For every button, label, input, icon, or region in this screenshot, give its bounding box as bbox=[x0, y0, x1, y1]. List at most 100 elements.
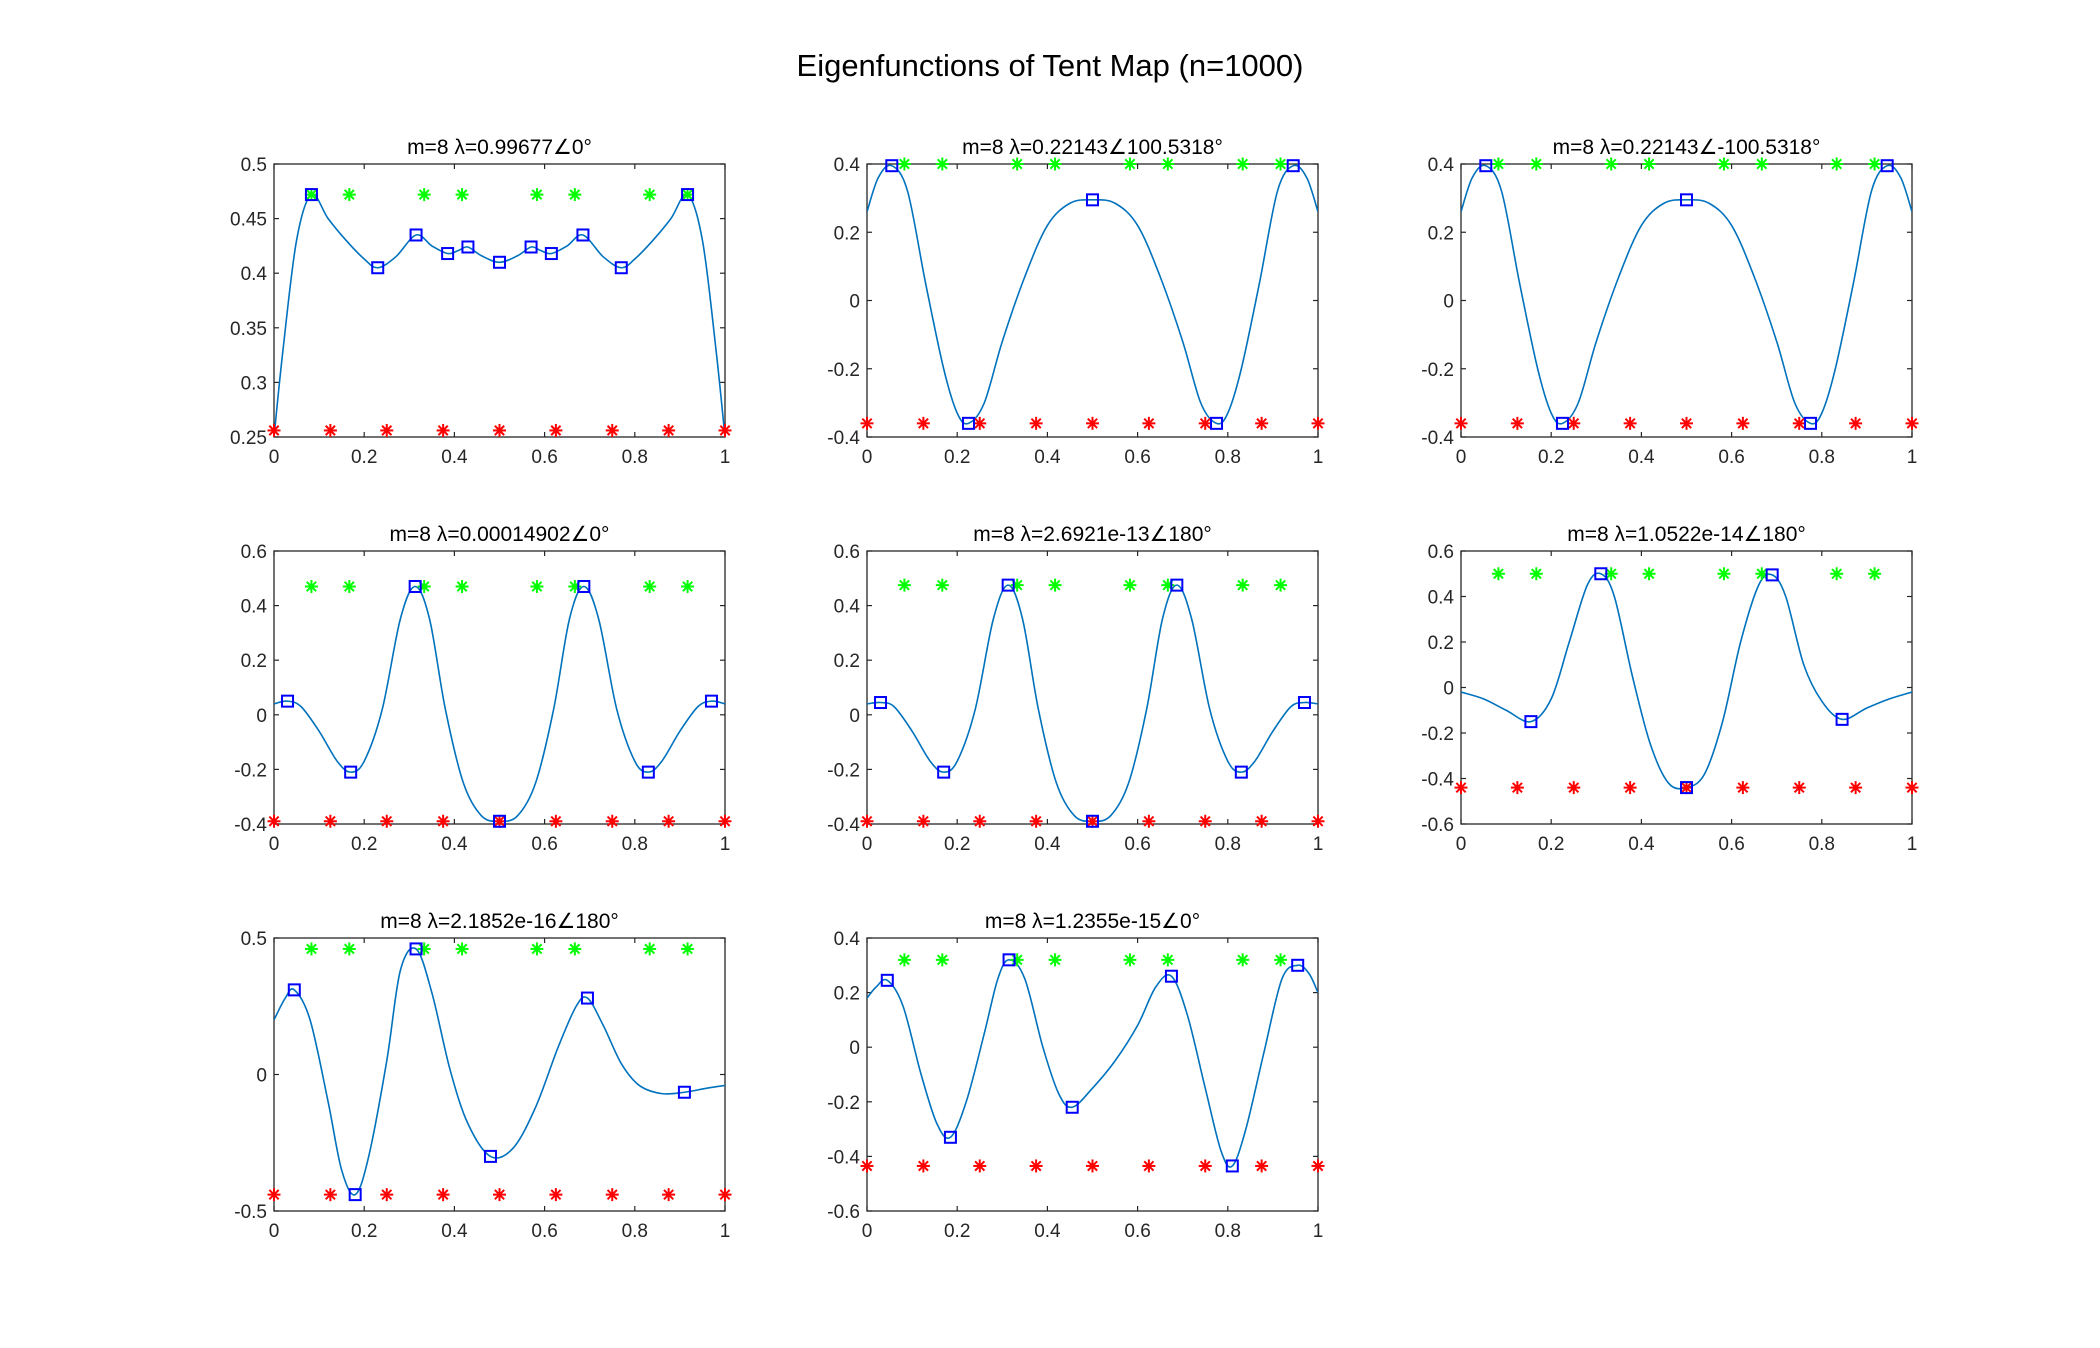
y-tick-label: 0.4 bbox=[834, 929, 861, 950]
x-tick-label: 0.6 bbox=[531, 834, 557, 855]
red-marker bbox=[1311, 814, 1325, 828]
subplot-4: m=8 λ=0.00014902∠0° 0 0.2 0.4 0.6 0.8 1 -0.4 -0.… bbox=[234, 523, 732, 855]
square-marker bbox=[1234, 765, 1248, 779]
red-marker-d2 bbox=[917, 417, 929, 429]
y-tick-label: 0.5 bbox=[241, 155, 267, 176]
red-marker-d2 bbox=[606, 425, 618, 436]
green-marker-d2 bbox=[936, 579, 948, 591]
red-marker bbox=[605, 423, 619, 437]
square-marker bbox=[1086, 193, 1099, 207]
x-tick-label: 0.8 bbox=[622, 1221, 648, 1242]
y-tick-label: 0.4 bbox=[241, 597, 268, 618]
y-tick-label: 0.4 bbox=[241, 264, 268, 285]
red-marker-d2 bbox=[1850, 782, 1862, 793]
subplot-8: m=8 λ=1.2355e-15∠0° 0 0.2 0.4 0.6 0.8 1 -0.6 -0.… bbox=[827, 910, 1325, 1242]
red-marker bbox=[973, 1159, 987, 1173]
red-marker bbox=[1510, 416, 1524, 430]
x-tick-label: 0.8 bbox=[1809, 447, 1835, 468]
green-marker-d2 bbox=[1237, 954, 1249, 966]
green-marker bbox=[1161, 953, 1175, 967]
x-tick-label: 0.6 bbox=[1718, 447, 1744, 468]
axes-box bbox=[866, 550, 1319, 825]
green-marker bbox=[568, 942, 582, 956]
green-marker bbox=[935, 157, 949, 171]
red-marker bbox=[1680, 416, 1693, 430]
subplot-title: m=8 λ=1.2355e-15∠0° bbox=[985, 910, 1200, 933]
square-marker bbox=[880, 973, 894, 987]
green-marker bbox=[681, 188, 695, 202]
red-marker-d2 bbox=[719, 1189, 731, 1201]
red-marker-d2 bbox=[1256, 1160, 1268, 1172]
axes-box bbox=[866, 163, 1319, 438]
red-marker-d2 bbox=[663, 425, 675, 436]
x-tick-label: 0.8 bbox=[1215, 447, 1241, 468]
red-marker bbox=[1029, 814, 1043, 828]
subplot-title: m=8 λ=0.22143∠-100.5318° bbox=[1553, 136, 1821, 159]
green-marker bbox=[1830, 157, 1844, 171]
x-tick-label: 1 bbox=[720, 834, 731, 855]
green-marker-d2 bbox=[531, 189, 543, 200]
green-marker-d2 bbox=[1605, 568, 1617, 580]
red-marker bbox=[718, 423, 732, 437]
green-marker bbox=[897, 157, 911, 171]
red-marker bbox=[380, 814, 394, 828]
red-marker-d2 bbox=[861, 1160, 873, 1172]
red-marker-d2 bbox=[861, 815, 873, 827]
red-marker bbox=[860, 416, 874, 430]
red-marker bbox=[267, 423, 281, 437]
green-marker bbox=[935, 953, 949, 967]
green-marker bbox=[1010, 157, 1024, 171]
y-tick-label: -0.6 bbox=[1421, 815, 1454, 836]
green-marker-d2 bbox=[1162, 158, 1174, 170]
green-marker bbox=[1274, 157, 1288, 171]
x-tick-label: 0 bbox=[269, 447, 280, 468]
red-marker bbox=[605, 814, 619, 828]
green-marker bbox=[1868, 567, 1882, 581]
green-marker bbox=[1123, 578, 1137, 592]
red-marker bbox=[1142, 416, 1156, 430]
green-marker bbox=[530, 942, 544, 956]
square-marker bbox=[1002, 953, 1016, 967]
x-tick-label: 1 bbox=[1313, 1221, 1324, 1242]
red-marker-d2 bbox=[550, 815, 562, 827]
green-marker bbox=[897, 578, 911, 592]
x-tick-label: 1 bbox=[1313, 447, 1324, 468]
green-marker-d2 bbox=[644, 581, 656, 592]
red-marker bbox=[916, 416, 930, 430]
y-tick-label: 0.35 bbox=[230, 319, 267, 340]
x-tick-label: 0.8 bbox=[1215, 834, 1241, 855]
x-tick-label: 0.2 bbox=[944, 1221, 970, 1242]
red-marker-d2 bbox=[1793, 417, 1805, 429]
x-tick-label: 0.4 bbox=[441, 834, 468, 855]
green-marker-d2 bbox=[531, 943, 543, 955]
red-marker-d2 bbox=[268, 425, 280, 436]
square-marker bbox=[1086, 814, 1099, 828]
x-tick-label: 1 bbox=[720, 1221, 731, 1242]
red-marker-d2 bbox=[494, 425, 505, 436]
green-marker bbox=[1274, 578, 1288, 592]
green-marker-d2 bbox=[936, 158, 948, 170]
x-tick-label: 0.4 bbox=[1628, 447, 1655, 468]
red-marker bbox=[1567, 416, 1581, 430]
x-tick-label: 0 bbox=[862, 834, 873, 855]
green-marker bbox=[681, 942, 695, 956]
green-marker bbox=[1236, 953, 1250, 967]
x-tick-label: 1 bbox=[1313, 834, 1324, 855]
red-marker-d2 bbox=[1850, 417, 1862, 429]
x-tick-label: 0.2 bbox=[944, 447, 970, 468]
green-marker-d2 bbox=[1237, 579, 1249, 591]
red-marker-d2 bbox=[437, 1189, 449, 1201]
square-marker bbox=[371, 261, 385, 275]
green-marker bbox=[455, 579, 469, 593]
red-marker bbox=[973, 416, 987, 430]
x-tick-label: 0.2 bbox=[351, 1221, 377, 1242]
square-marker bbox=[641, 765, 655, 779]
red-marker-d2 bbox=[1256, 815, 1268, 827]
x-tick-label: 0.6 bbox=[1124, 447, 1150, 468]
green-marker-d2 bbox=[1049, 954, 1061, 966]
red-marker bbox=[493, 814, 506, 828]
subplot-title: m=8 λ=0.99677∠0° bbox=[407, 136, 592, 159]
square-marker bbox=[461, 240, 475, 254]
red-marker bbox=[1736, 416, 1750, 430]
